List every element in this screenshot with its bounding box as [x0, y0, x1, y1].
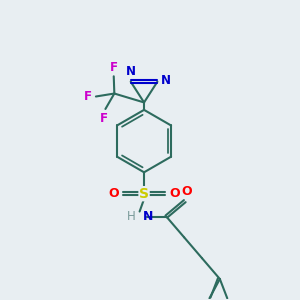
Text: S: S [139, 187, 149, 201]
Text: O: O [181, 185, 192, 198]
Text: N: N [143, 210, 154, 223]
Text: O: O [109, 187, 119, 200]
Text: F: F [100, 112, 108, 125]
Text: H: H [127, 210, 136, 223]
Text: N: N [126, 65, 136, 78]
Text: N: N [161, 74, 171, 87]
Text: O: O [169, 187, 180, 200]
Text: F: F [84, 90, 92, 103]
Text: F: F [110, 61, 118, 74]
